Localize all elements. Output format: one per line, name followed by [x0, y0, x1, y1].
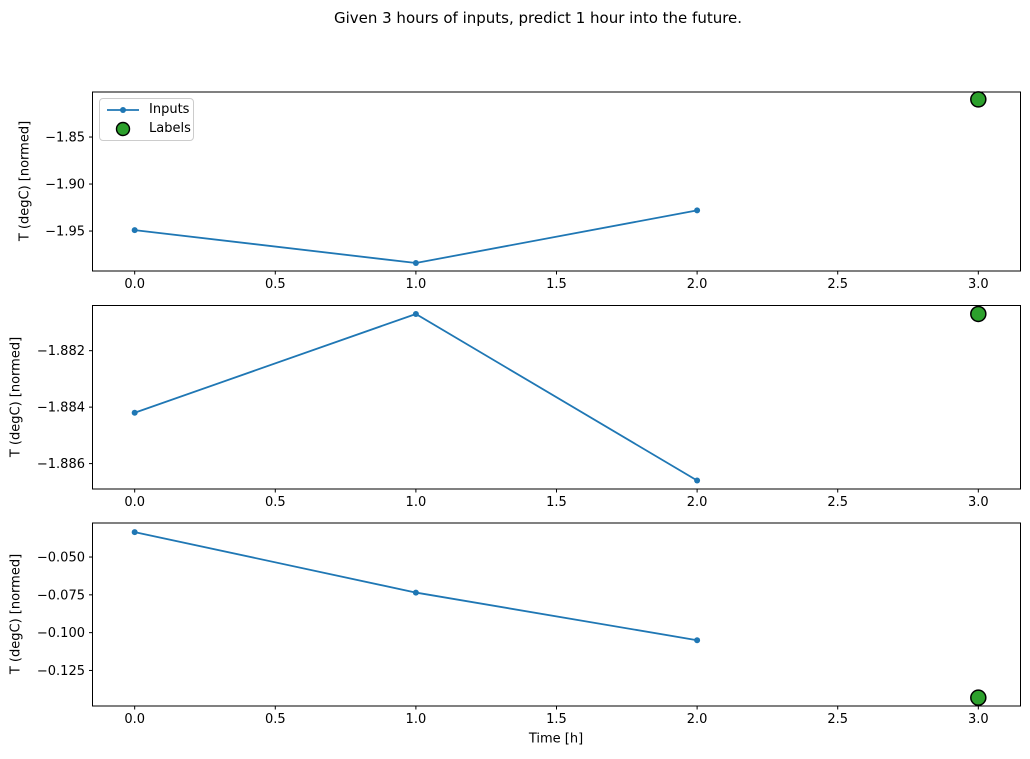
- legend-item-inputs: Inputs: [106, 102, 190, 118]
- y-tick-label: −0.100: [37, 626, 85, 641]
- x-tick-label: 1.0: [406, 277, 427, 292]
- input-point: [412, 310, 419, 317]
- legend-label-labels: Labels: [149, 120, 191, 136]
- x-tick-label: 2.5: [827, 495, 848, 510]
- input-point: [131, 529, 138, 536]
- y-tick-label: −0.075: [37, 588, 85, 603]
- subplot-2: 0.0 0.5 1.0 1.5 2.0 2.5 3.0 −1.882 −1.884 −1.886: [37, 305, 1021, 510]
- x-tick-label: 1.0: [406, 712, 427, 727]
- x-tick-label: 0.0: [124, 712, 145, 727]
- x-tick-label: 0.5: [265, 495, 286, 510]
- x-tick-label: 2.0: [687, 277, 708, 292]
- x-tick-label: 0.5: [265, 277, 286, 292]
- y-axis-label-subplot-2: T (degC) [normed]: [8, 336, 24, 458]
- legend-label-inputs: Inputs: [149, 102, 190, 118]
- subplot-3: 0.0 0.5 1.0 1.5 2.0 2.5 3.0 −0.050 −0.075 −0.100 −…: [37, 522, 1021, 727]
- x-tick-label: 0.0: [124, 277, 145, 292]
- y-tick-label: −1.90: [45, 178, 85, 193]
- line-dot-icon: [107, 107, 139, 114]
- x-tick-label: 3.0: [968, 277, 989, 292]
- x-tick-label: 3.0: [968, 712, 989, 727]
- inputs-line: [134, 209, 698, 264]
- input-point: [412, 260, 419, 267]
- x-tick-label: 1.5: [546, 712, 567, 727]
- x-tick-label: 2.5: [827, 712, 848, 727]
- x-tick-label: 1.0: [406, 495, 427, 510]
- y-tick-label: −1.95: [45, 225, 85, 240]
- x-tick-label: 3.0: [968, 495, 989, 510]
- subplot-1: 0.0 0.5 1.0 1.5 2.0 2.5 3.0 −1.85 −1.90 −1.95: [45, 91, 1021, 292]
- x-tick-label: 0.5: [265, 712, 286, 727]
- y-tick-label: −0.125: [37, 664, 85, 679]
- legend-item-labels: Labels: [106, 121, 191, 137]
- input-point: [412, 589, 419, 596]
- y-tick-label: −1.886: [37, 457, 85, 472]
- x-tick-label: 2.0: [687, 712, 708, 727]
- circle-icon: [115, 121, 131, 136]
- input-point: [131, 409, 138, 416]
- input-point: [694, 207, 701, 214]
- x-axis-label: Time [h]: [528, 731, 584, 747]
- y-axis-label-subplot-1: T (degC) [normed]: [17, 120, 33, 242]
- x-tick-label: 1.5: [546, 277, 567, 292]
- inputs-line: [134, 312, 698, 482]
- y-tick-label: −1.884: [37, 401, 85, 416]
- x-tick-label: 0.0: [124, 495, 145, 510]
- inputs-line: [134, 531, 698, 642]
- label-point: [970, 689, 987, 706]
- input-point: [694, 637, 701, 644]
- y-tick-label: −0.050: [37, 551, 85, 566]
- y-axis-label-subplot-3: T (degC) [normed]: [8, 553, 24, 675]
- x-tick-label: 1.5: [546, 495, 567, 510]
- y-tick-label: −1.85: [45, 131, 85, 146]
- legend: Inputs Labels: [99, 98, 194, 141]
- label-point: [970, 91, 987, 108]
- x-tick-label: 2.5: [827, 277, 848, 292]
- figure-title: Given 3 hours of inputs, predict 1 hour …: [333, 9, 743, 27]
- label-point: [970, 305, 987, 323]
- x-tick-label: 2.0: [687, 495, 708, 510]
- input-point: [694, 477, 701, 484]
- y-tick-label: −1.882: [37, 344, 85, 359]
- input-point: [131, 227, 138, 234]
